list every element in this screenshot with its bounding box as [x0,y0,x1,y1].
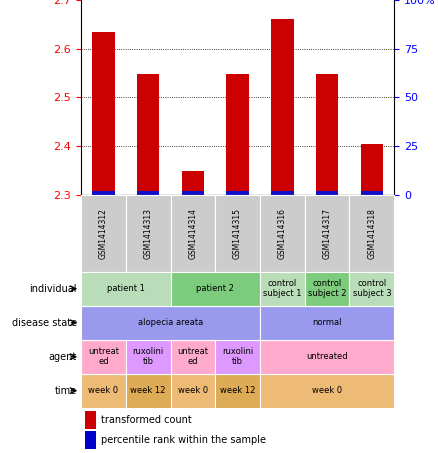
Text: alopecia areata: alopecia areata [138,318,203,327]
Text: individual: individual [29,284,77,294]
Bar [226,191,249,195]
Text: patient 2: patient 2 [196,284,234,293]
Text: ruxolini
tib: ruxolini tib [133,347,164,366]
Text: week 0: week 0 [178,386,208,395]
Bar [182,191,204,195]
Text: disease state: disease state [11,318,77,328]
Text: patient 1: patient 1 [107,284,145,293]
Bar [137,74,159,195]
Text: week 0: week 0 [88,386,118,395]
Text: week 0: week 0 [312,386,342,395]
Text: GSM1414317: GSM1414317 [323,208,332,259]
Text: agent: agent [49,352,77,362]
Text: GSM1414315: GSM1414315 [233,208,242,259]
Text: normal: normal [312,318,342,327]
Bar [226,74,249,195]
Text: GSM1414312: GSM1414312 [99,208,108,259]
Bar [360,191,383,195]
Bar [360,144,383,195]
Text: control
subject 3: control subject 3 [353,280,391,298]
Bar [271,191,293,195]
Text: control
subject 2: control subject 2 [308,280,346,298]
Text: control
subject 1: control subject 1 [263,280,302,298]
Text: GSM1414314: GSM1414314 [188,208,198,259]
Bar [271,19,293,195]
Text: ruxolini
tib: ruxolini tib [222,347,253,366]
Text: untreat
ed: untreat ed [177,347,208,366]
Text: GSM1414318: GSM1414318 [367,208,376,259]
Bar [92,191,115,195]
Bar [316,74,338,195]
Text: week 12: week 12 [220,386,255,395]
Text: week 12: week 12 [131,386,166,395]
Text: time: time [54,386,77,396]
Text: untreated: untreated [306,352,348,361]
Text: GSM1414313: GSM1414313 [144,208,152,259]
Bar [316,191,338,195]
Bar [92,32,115,195]
Text: transformed count: transformed count [101,415,191,425]
Bar [137,191,159,195]
Text: untreat
ed: untreat ed [88,347,119,366]
Text: percentile rank within the sample: percentile rank within the sample [101,435,266,445]
Bar [182,171,204,195]
Text: GSM1414316: GSM1414316 [278,208,287,259]
